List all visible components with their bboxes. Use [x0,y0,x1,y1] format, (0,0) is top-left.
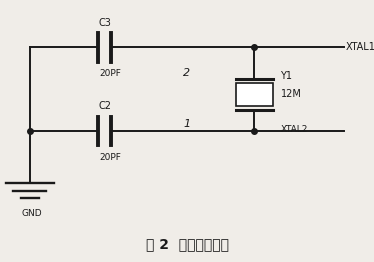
Text: Y1: Y1 [280,71,292,81]
Text: 2: 2 [183,68,191,78]
Text: XTAL2: XTAL2 [280,125,308,134]
Text: C2: C2 [98,101,111,111]
Text: C3: C3 [98,18,111,28]
Text: 1: 1 [183,119,191,129]
Text: 12M: 12M [280,89,301,99]
Bar [236,83,273,106]
Text: 20PF: 20PF [99,69,121,78]
Text: GND: GND [21,209,42,218]
Text: XTAL1: XTAL1 [346,42,374,52]
Text: 图 2  系统振荡电路: 图 2 系统振荡电路 [145,238,229,252]
Text: 20PF: 20PF [99,153,121,162]
